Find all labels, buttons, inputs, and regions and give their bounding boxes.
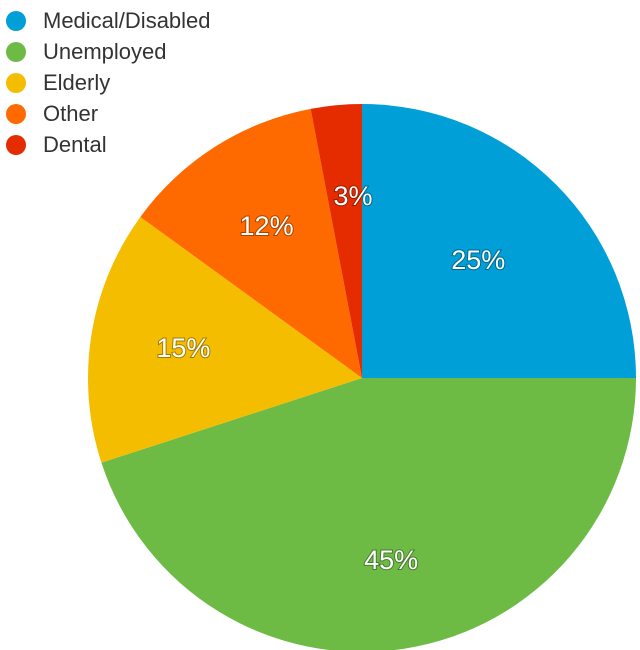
legend-label: Dental xyxy=(43,131,107,157)
legend-item-other: Other xyxy=(6,98,211,129)
pie-slice-label: 45% xyxy=(364,545,418,575)
pie-slice-other xyxy=(140,108,362,378)
legend-label: Other xyxy=(43,100,99,126)
legend-item-medical-disabled: Medical/Disabled xyxy=(6,5,211,36)
pie-slice-label: 15% xyxy=(156,333,210,363)
pie-slice-elderly xyxy=(88,216,362,463)
chart-legend: Medical/Disabled Unemployed Elderly Othe… xyxy=(6,5,211,160)
pie-slice-label: 25% xyxy=(451,245,505,275)
pie-slice-unemployed xyxy=(101,378,636,650)
legend-swatch xyxy=(6,134,26,155)
legend-swatch xyxy=(6,10,26,31)
legend-label: Elderly xyxy=(43,69,111,95)
legend-label: Unemployed xyxy=(43,38,167,64)
legend-swatch xyxy=(6,103,26,124)
legend-item-elderly: Elderly xyxy=(6,67,211,98)
legend-item-dental: Dental xyxy=(6,129,211,160)
legend-swatch xyxy=(6,72,26,93)
legend-item-unemployed: Unemployed xyxy=(6,36,211,67)
pie-slice-label: 3% xyxy=(333,181,372,211)
pie-slice-medical-disabled xyxy=(362,104,636,378)
pie-slice-label: 12% xyxy=(240,211,294,241)
legend-swatch xyxy=(6,41,26,62)
pie-slice-dental xyxy=(310,104,362,378)
legend-label: Medical/Disabled xyxy=(43,7,211,33)
